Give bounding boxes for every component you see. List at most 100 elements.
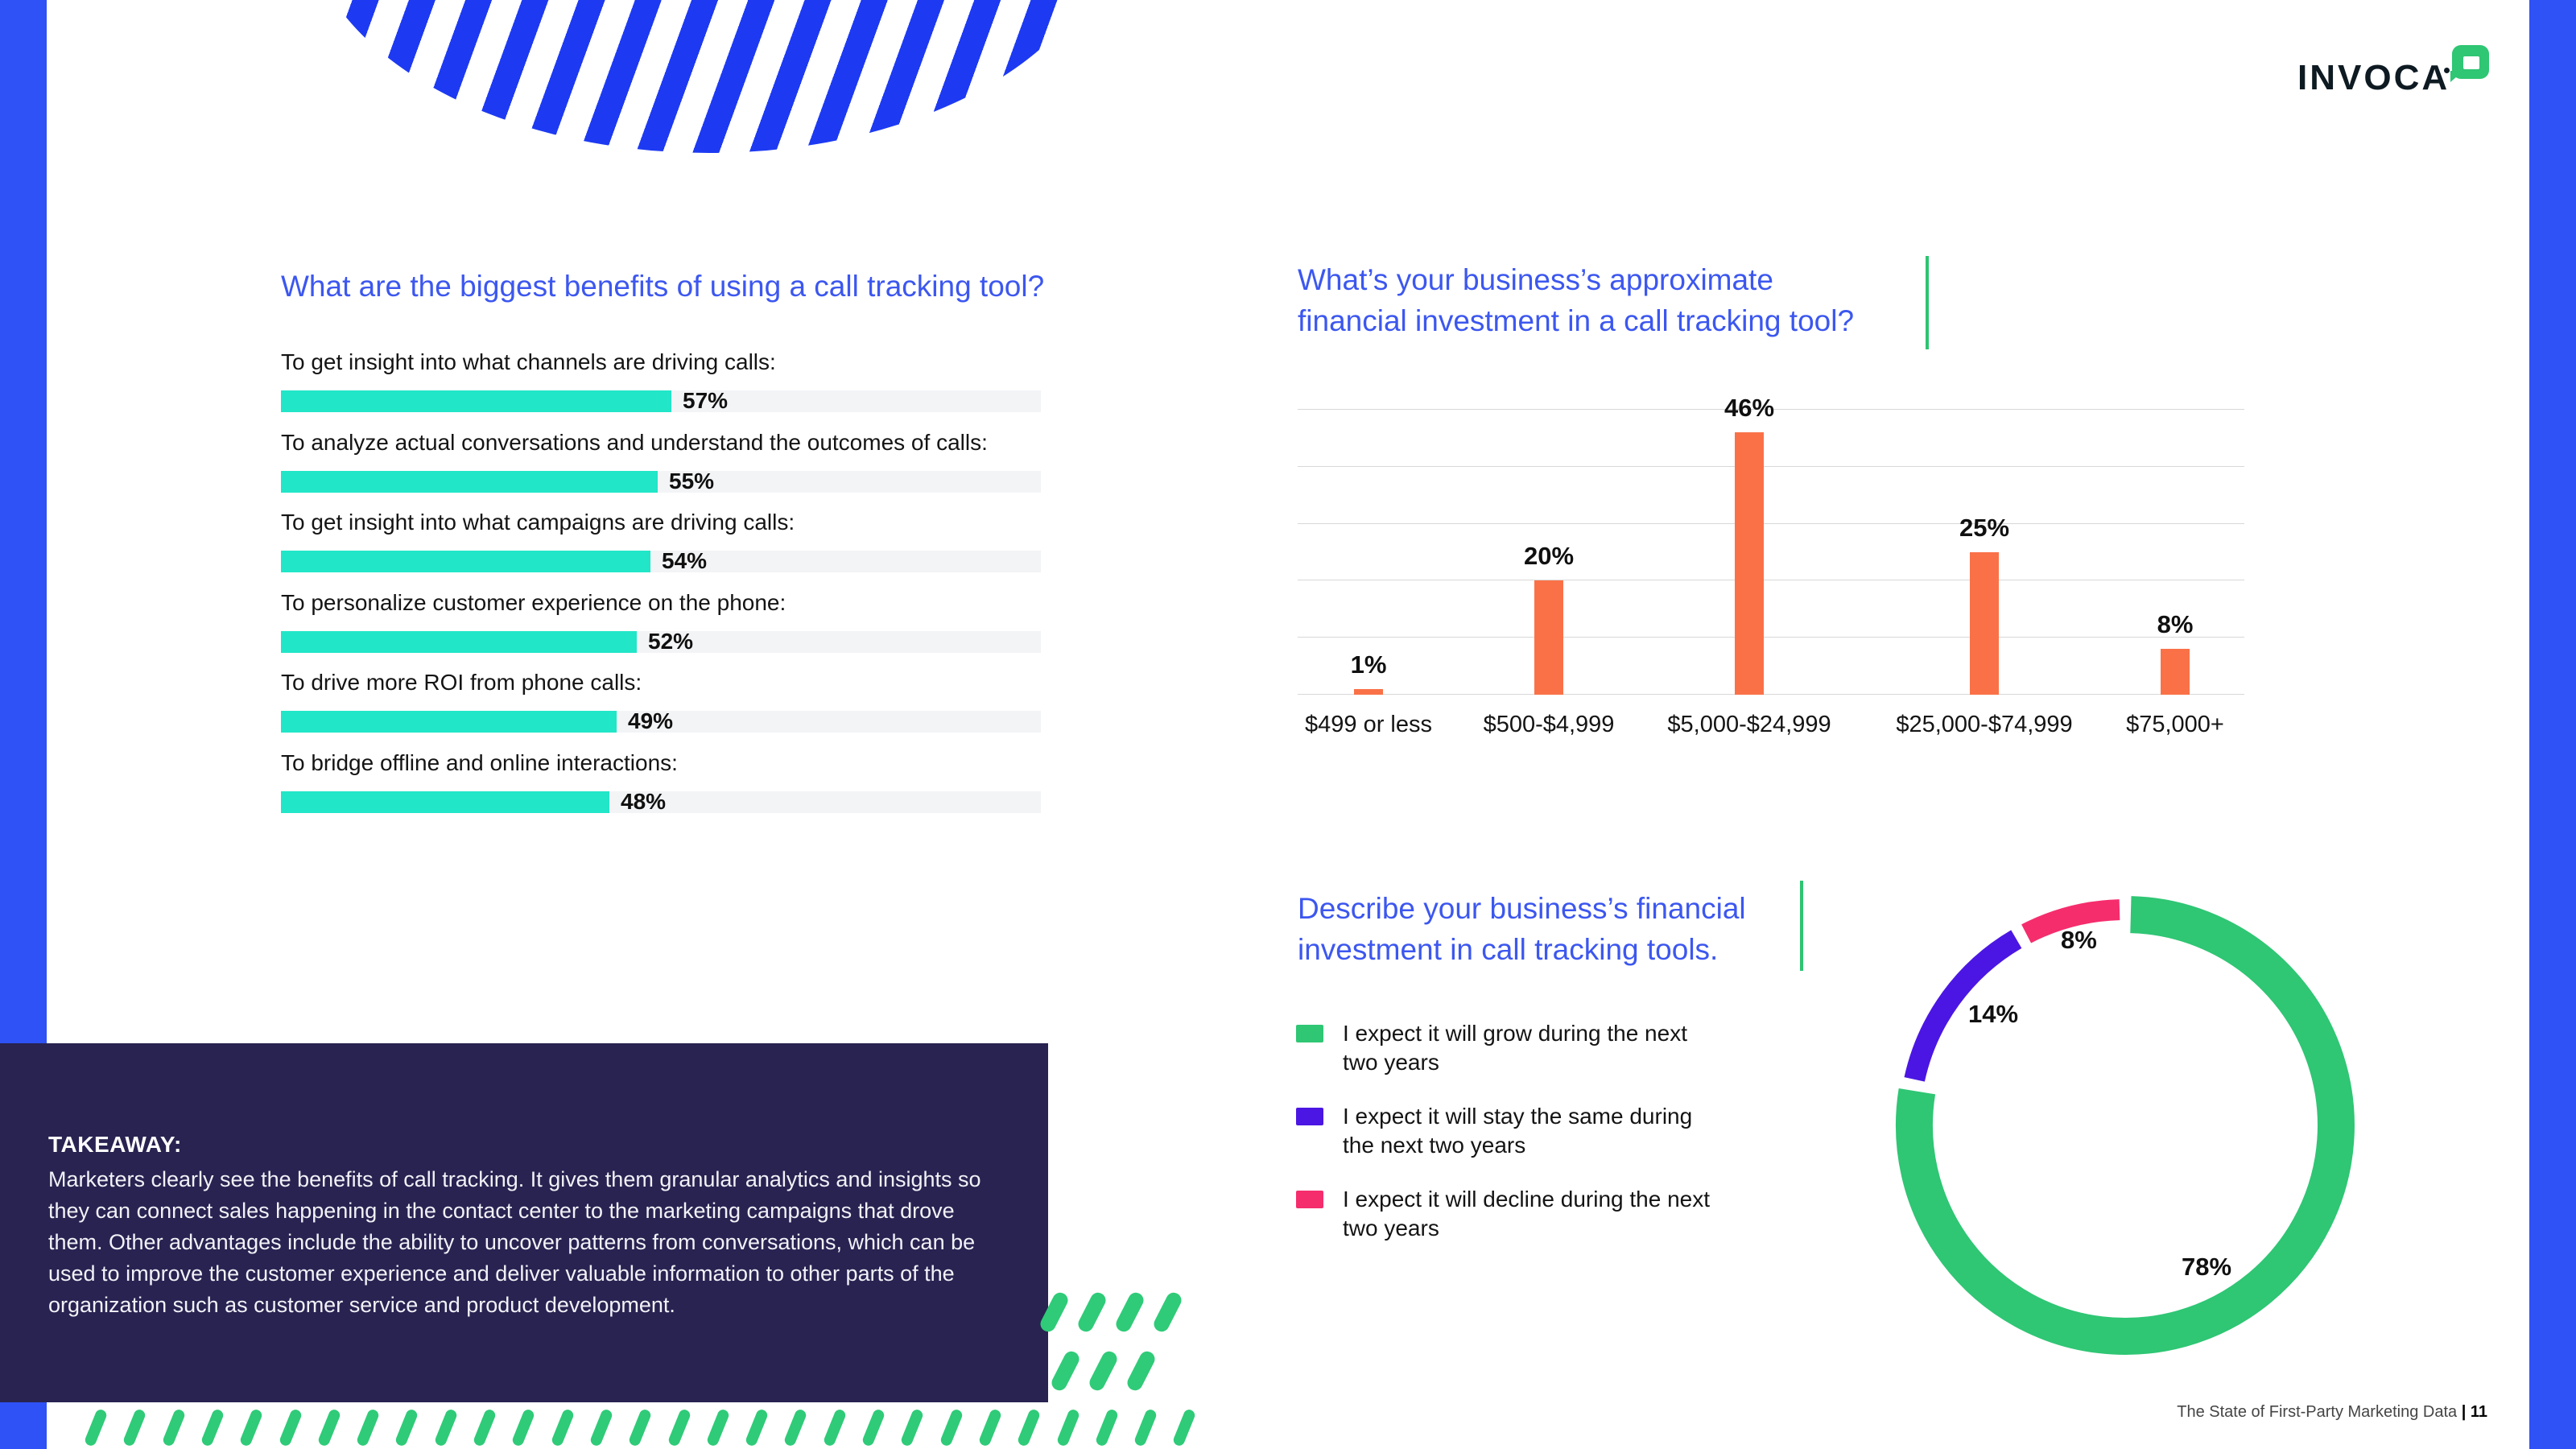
green-dash — [667, 1408, 691, 1447]
bar-track — [281, 390, 1041, 412]
bar-value-label: 57% — [683, 388, 729, 413]
benefit-item: To personalize customer experience on th… — [281, 590, 1041, 671]
green-dash — [744, 1408, 770, 1447]
bar — [2161, 649, 2190, 695]
investment-title-line1: What’s your business’s approximate — [1298, 263, 1773, 296]
legend-swatch — [1296, 1191, 1323, 1208]
donut-segment — [1904, 930, 2022, 1082]
benefit-item: To bridge offline and online interaction… — [281, 750, 1041, 831]
green-dash — [900, 1408, 925, 1447]
green-dash — [1075, 1290, 1108, 1335]
green-dash — [472, 1408, 497, 1447]
bar-track — [281, 470, 1041, 493]
bar — [1970, 552, 1999, 695]
gridline — [1298, 409, 2244, 410]
axis-category-label: $25,000-$74,999 — [1896, 712, 2073, 737]
speech-bubble-hole — [2463, 56, 2479, 69]
green-dash — [394, 1408, 419, 1447]
green-dash — [122, 1408, 147, 1447]
gridline — [1298, 637, 2244, 638]
legend-swatch — [1296, 1025, 1323, 1042]
green-dash — [861, 1408, 886, 1447]
green-dash — [1172, 1408, 1197, 1447]
donut-segment — [1895, 896, 2355, 1356]
benefit-label: To get insight into what campaigns are d… — [281, 510, 795, 535]
bar-track — [281, 551, 1041, 573]
logo-wordmark: INVOCA — [2297, 58, 2450, 97]
benefit-item: To analyze actual conversations and unde… — [281, 430, 1041, 510]
donut-svg — [1895, 896, 2355, 1356]
registered-mark-dot — [2444, 68, 2450, 73]
bar-track — [281, 630, 1041, 653]
donut-chart — [1892, 892, 2359, 1359]
bar — [1534, 580, 1563, 695]
benefit-label: To drive more ROI from phone calls: — [281, 670, 642, 696]
bar-value-label: 20% — [1523, 542, 1575, 570]
bar-fill — [281, 791, 609, 813]
bar — [1354, 689, 1383, 695]
gridline — [1298, 694, 2244, 695]
benefit-label: To analyze actual conversations and unde… — [281, 429, 988, 455]
takeaway-heading: TAKEAWAY: — [48, 1132, 182, 1157]
benefits-items: To get insight into what channels are dr… — [281, 349, 1041, 848]
bar-value-label: 49% — [628, 708, 674, 734]
green-dash — [939, 1408, 964, 1447]
bar-fill — [281, 470, 658, 493]
investment-category-axis: $499 or less $500-$4,999 $5,000-$24,999 $25… — [1298, 712, 2244, 744]
title-accent-line — [1926, 256, 1929, 349]
investment-plot: 1% 20% 46% 25% 8% — [1298, 394, 2244, 695]
green-dash — [1113, 1290, 1146, 1335]
green-dash — [705, 1408, 731, 1447]
legend-label: I expect it will grow during the next tw… — [1343, 1021, 1687, 1075]
green-dash — [1125, 1348, 1158, 1393]
benefit-item: To get insight into what channels are dr… — [281, 349, 1041, 430]
bar-fill — [281, 711, 617, 733]
bar-track — [281, 711, 1041, 733]
bar-value-label: 52% — [648, 628, 694, 654]
takeaway-box: TAKEAWAY: Marketers clearly see the bene… — [0, 1043, 1048, 1402]
bar-value-label: 54% — [662, 548, 708, 574]
investment-chart-title: What’s your business’s approximate finan… — [1298, 259, 1854, 341]
green-dash — [1094, 1408, 1120, 1447]
green-dash — [1087, 1348, 1120, 1393]
bar-value-label: 1% — [1350, 650, 1387, 679]
bar-fill — [281, 551, 650, 573]
benefit-label: To get insight into what channels are dr… — [281, 349, 776, 374]
donut-segment — [2021, 899, 2120, 943]
bar-fill — [281, 390, 671, 412]
bar — [1735, 432, 1764, 695]
benefit-label: To bridge offline and online interaction… — [281, 750, 678, 775]
takeaway-body: Marketers clearly see the benefits of ca… — [48, 1167, 981, 1317]
donut-title-line2: investment in call tracking tools. — [1298, 933, 1719, 966]
green-dash — [783, 1408, 808, 1447]
donut-value-grow: 78% — [2182, 1253, 2232, 1281]
green-dash — [1133, 1408, 1158, 1447]
green-dash — [1016, 1408, 1042, 1447]
axis-category-label: $499 or less — [1305, 712, 1432, 737]
green-dash — [550, 1408, 575, 1447]
benefit-label: To personalize customer experience on th… — [281, 589, 786, 615]
donut-value-stay: 14% — [1968, 1000, 2019, 1028]
green-dash — [588, 1408, 614, 1447]
bar-value-label: 46% — [1724, 394, 1775, 422]
legend-swatch — [1296, 1108, 1323, 1125]
gridline — [1298, 522, 2244, 524]
green-dash — [1049, 1348, 1082, 1393]
donut-chart-title: Describe your business’s financial inves… — [1298, 888, 1746, 970]
benefit-item: To get insight into what campaigns are d… — [281, 510, 1041, 590]
green-dash — [238, 1408, 264, 1447]
axis-category-label: $75,000+ — [2126, 712, 2224, 737]
axis-category-label: $5,000-$24,999 — [1667, 712, 1831, 737]
benefit-item: To drive more ROI from phone calls: 49% — [281, 670, 1041, 750]
legend-label: I expect it will decline during the next… — [1343, 1187, 1711, 1241]
green-dash — [316, 1408, 342, 1447]
investment-title-line2: financial investment in a call tracking … — [1298, 304, 1855, 337]
striped-blob-decoration — [304, 0, 1113, 153]
green-dash — [1055, 1408, 1080, 1447]
bar-value-label: 48% — [621, 789, 667, 814]
green-dash — [433, 1408, 458, 1447]
footer-page-number: | 11 — [2461, 1403, 2487, 1421]
bar-track — [281, 791, 1041, 813]
legend-label: I expect it will stay the same during th… — [1343, 1104, 1693, 1158]
footer: The State of First-Party Marketing Data … — [2177, 1403, 2487, 1422]
